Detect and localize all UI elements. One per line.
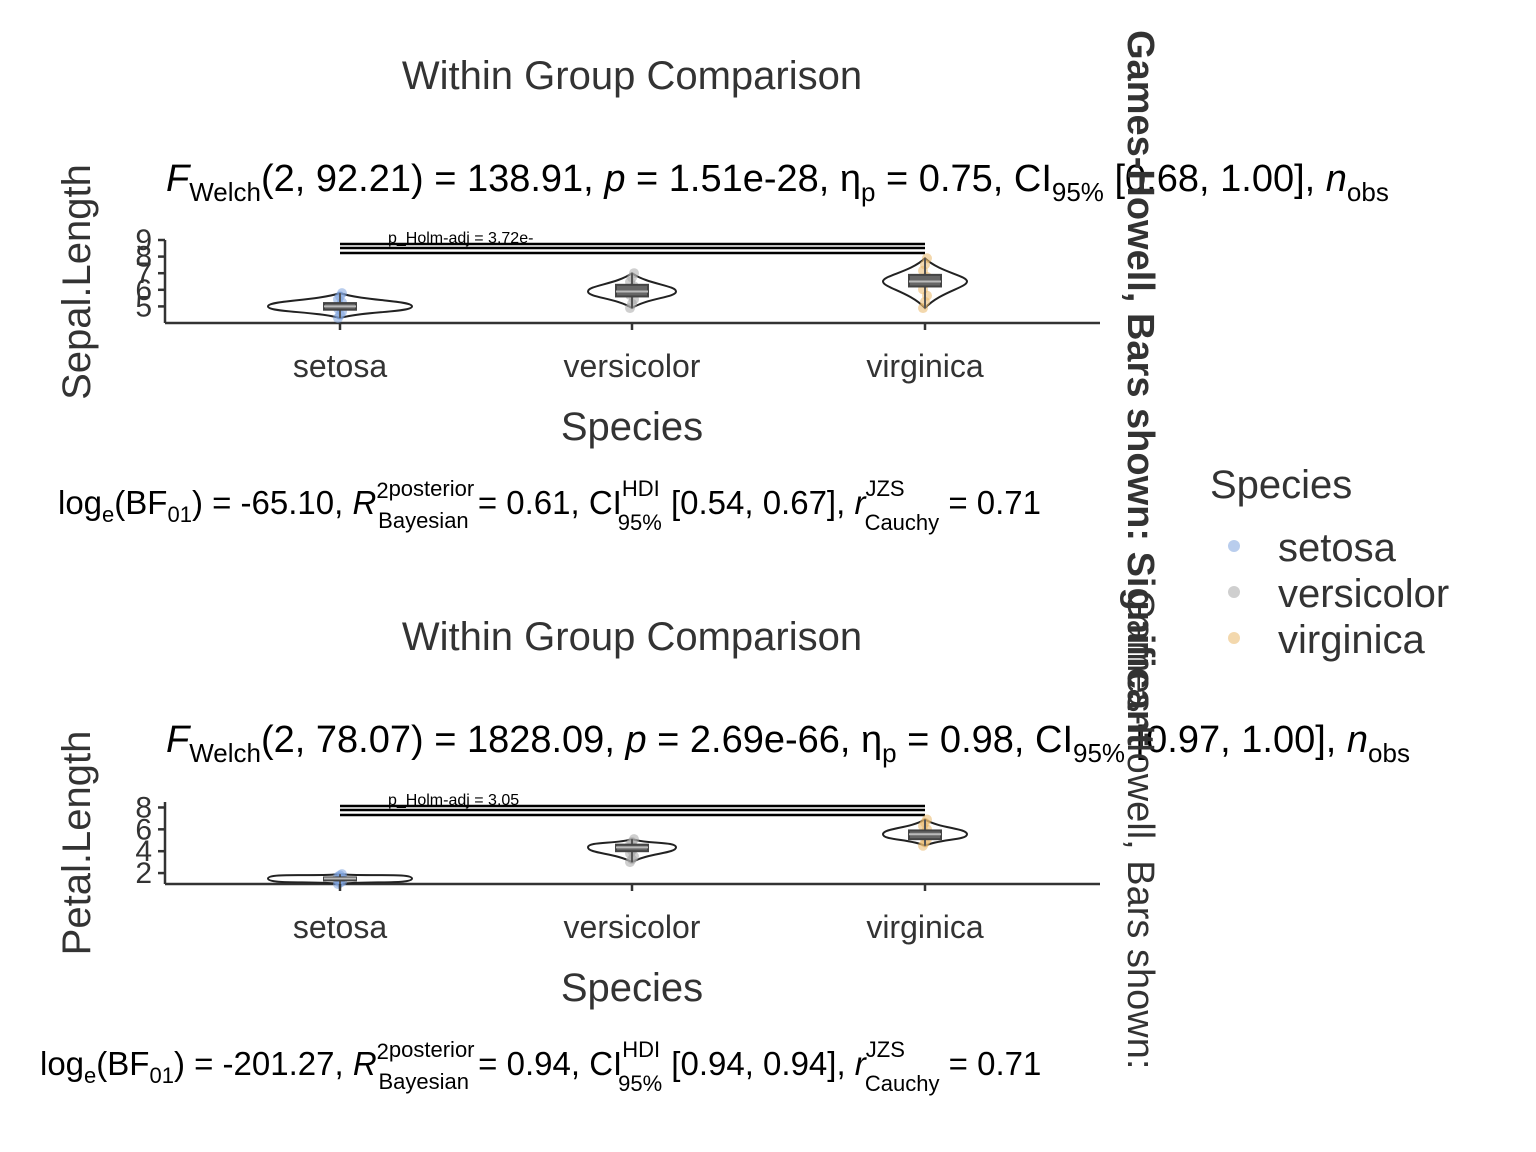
violins [266,814,969,889]
y-tick-label: 8 [135,241,152,274]
x-ticks: setosa versicolor virginica [293,323,984,384]
bayes-ci: [0.54, 0.67], [662,484,855,521]
y-tick-label: 9 [135,224,152,257]
legend-title: Species [1210,463,1352,507]
legend-label-virginica: virginica [1278,618,1425,662]
bayes-r: = 0.71 [939,484,1041,521]
y-tick-label: 5 [135,290,152,323]
y-axis-label: Petal.Length [55,731,99,956]
y-tick-label: 8 [135,791,152,824]
pairwise-label: p_Holm-adj = 3.05 [388,792,519,809]
pairwise-brackets: p_Holm-adj = 3.72e- [340,230,925,255]
panel-title: Within Group Comparison [402,54,862,98]
data-point-versicolor [629,834,639,845]
y-tick-label: 6 [135,274,152,307]
stat-ci: [0.68, 1.00], [1104,158,1326,200]
y-tick-label: 4 [135,835,152,868]
pairwise-brackets: p_Holm-adj = 3.05 [340,792,925,817]
bayes-caption: loge(BF01) = -65.10, R2posterior Bayesian… [58,476,1041,535]
stat-ci: [0.97, 1.00], [1125,719,1347,761]
bayes-bf: ) = -201.27, [174,1045,353,1082]
legend-label-setosa: setosa [1278,526,1397,570]
stat-p: = 1.51e-28, [625,158,839,200]
pairwise-label: p_Holm-adj = 3.72e- [388,230,533,247]
stat-subtitle: FWelch(2, 78.07) = 1828.09, p = 2.69e-66… [166,719,1410,768]
panel-title: Within Group Comparison [402,615,862,659]
stat-subtitle: FWelch(2, 92.21) = 138.91, p = 1.51e-28,… [166,158,1389,207]
x-tick-label: virginica [866,348,984,384]
y-tick-label: 2 [135,857,152,890]
stat-f: (2, 92.21) = 138.91, [261,158,604,200]
data-point-virginica [922,253,932,264]
bayes-bf: ) = -65.10, [192,484,353,521]
x-axis-label: Species [561,966,703,1010]
bayes-r2: = 0.61, CI [469,484,622,521]
x-axis-label: Species [561,405,703,449]
data-point-versicolor [629,268,639,279]
side-caption-lower: Games-Howell, Bars shown: [1119,590,1161,1069]
y-axis-label: Sepal.Length [55,164,99,400]
side-caption-upper: Games-Howell, Bars shown: Significant [1119,30,1161,746]
stat-f: (2, 78.07) = 1828.09, [261,719,625,761]
data-point-setosa [337,288,347,299]
bayes-r2: = 0.94, CI [469,1045,622,1082]
stat-eta: = 0.98, CI [897,719,1073,761]
bayes-ci: [0.94, 0.94], [662,1045,855,1082]
stat-p: = 2.69e-66, [647,719,861,761]
x-tick-label: setosa [293,348,387,384]
stat-eta: = 0.75, CI [876,158,1052,200]
x-tick-label: setosa [293,909,387,945]
violins [266,253,969,324]
legend-key-virginica [1228,632,1240,644]
x-tick-label: versicolor [564,909,701,945]
y-tick-label: 7 [135,257,152,290]
x-tick-label: virginica [866,909,984,945]
bayes-caption: loge(BF01) = -201.27, R2posterior Bayesia… [40,1037,1041,1096]
legend-label-versicolor: versicolor [1278,572,1449,616]
x-tick-label: versicolor [564,348,701,384]
panel-sepal-length: Within Group Comparison FWelch(2, 92.21)… [55,54,1389,535]
legend-key-setosa [1228,540,1240,552]
y-tick-label: 6 [135,813,152,846]
legend-key-versicolor [1228,586,1240,598]
x-ticks: setosa versicolor virginica [293,884,984,945]
panel-petal-length: Within Group Comparison FWelch(2, 78.07)… [40,615,1410,1096]
data-point-virginica [922,814,932,825]
bayes-r: = 0.71 [940,1045,1042,1082]
